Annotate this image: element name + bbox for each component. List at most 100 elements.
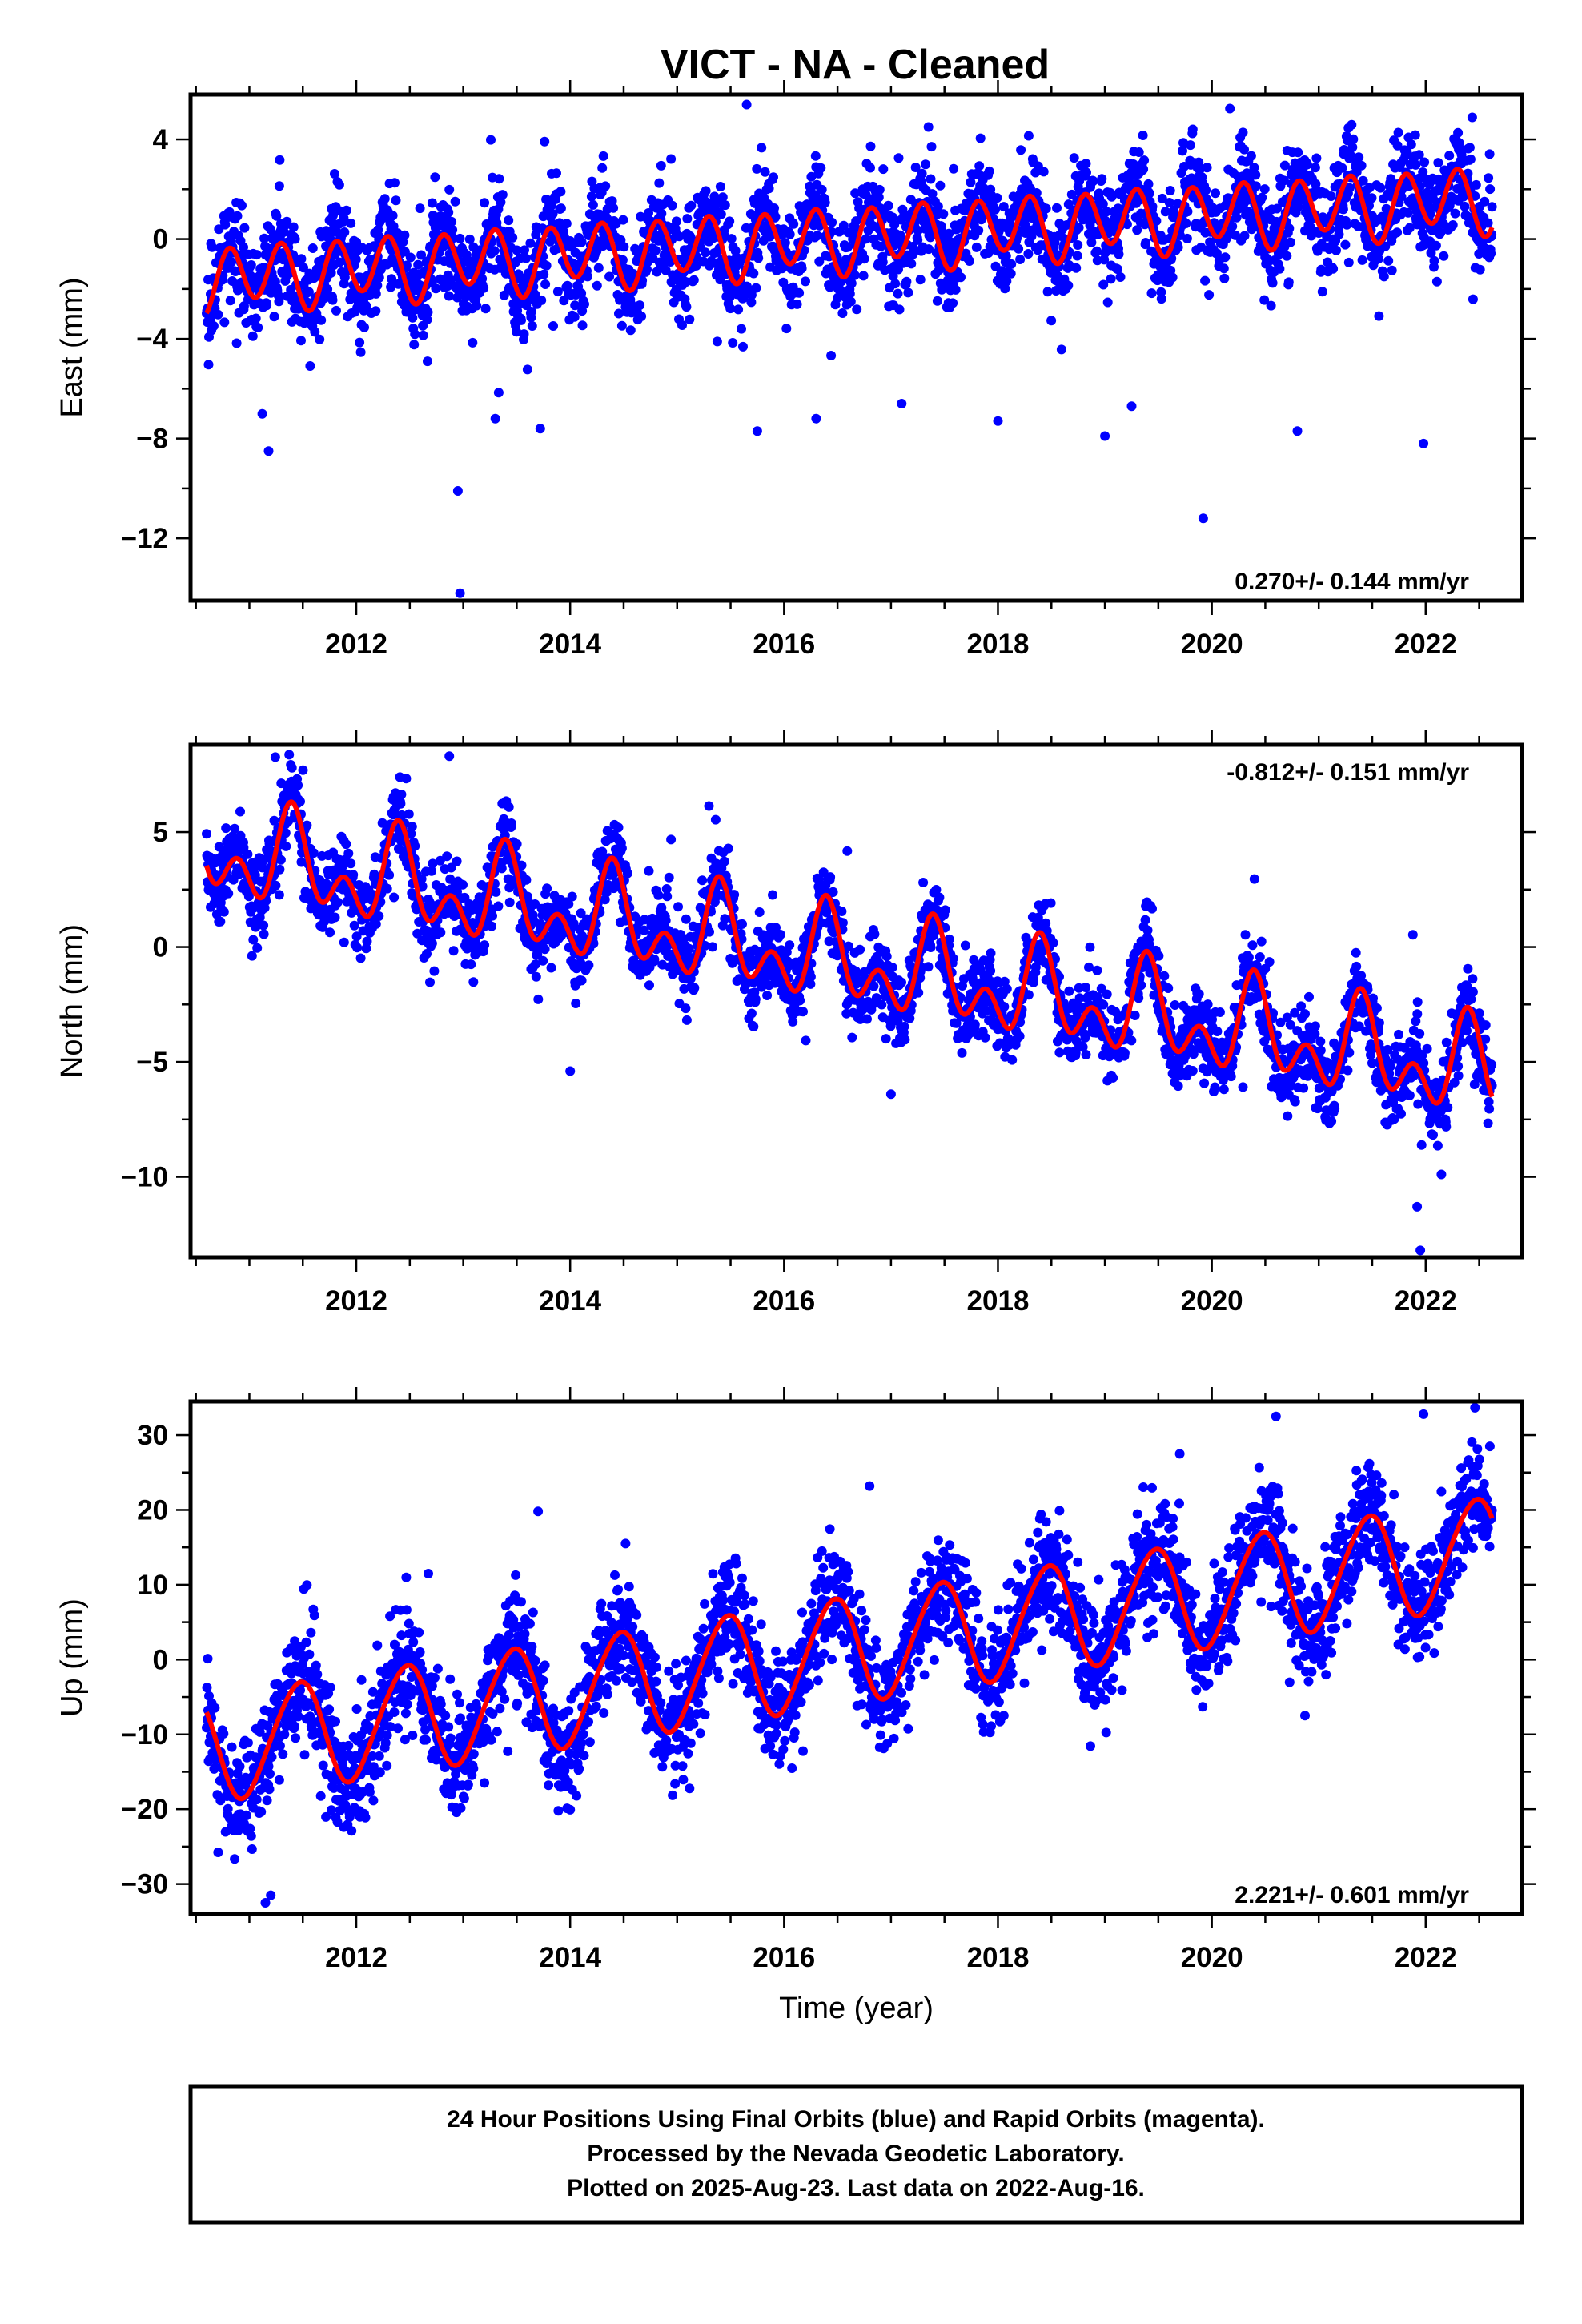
data-point — [374, 272, 384, 283]
data-point — [1331, 245, 1341, 255]
data-point — [672, 216, 681, 227]
data-point — [917, 168, 927, 179]
data-point — [837, 907, 847, 916]
data-point — [913, 987, 924, 998]
data-point — [1023, 249, 1034, 259]
data-point — [940, 905, 950, 915]
data-point — [504, 897, 515, 907]
data-point — [1246, 151, 1256, 161]
data-point — [750, 994, 761, 1004]
data-point — [436, 927, 446, 938]
data-point — [881, 1034, 891, 1044]
data-point — [407, 822, 417, 832]
data-point — [797, 263, 807, 274]
data-point — [1411, 159, 1421, 170]
x-tick-label: 2012 — [325, 629, 387, 660]
data-point — [1338, 204, 1348, 215]
data-point — [270, 752, 280, 762]
data-point — [923, 962, 934, 972]
data-point — [251, 250, 262, 260]
data-point — [326, 267, 336, 278]
data-point — [1046, 316, 1057, 326]
data-point — [903, 287, 913, 298]
data-point — [362, 936, 372, 947]
data-point — [384, 870, 395, 880]
data-point — [701, 247, 711, 258]
data-point — [339, 213, 349, 223]
data-point — [396, 798, 406, 809]
data-point — [416, 250, 427, 260]
data-point — [685, 314, 695, 324]
data-point — [506, 818, 516, 828]
data-point — [681, 1003, 691, 1014]
data-point — [878, 164, 889, 175]
data-point — [243, 849, 253, 859]
data-point — [789, 219, 799, 229]
data-point — [1354, 152, 1364, 163]
data-point — [413, 259, 424, 270]
data-point — [425, 977, 435, 987]
data-point — [341, 839, 351, 850]
data-point — [1219, 263, 1229, 274]
data-point — [408, 312, 418, 323]
data-point — [274, 890, 284, 900]
data-point — [733, 304, 744, 315]
data-point — [622, 868, 632, 879]
data-point — [650, 245, 661, 255]
data-point — [562, 280, 572, 291]
data-point — [926, 142, 937, 152]
data-point — [1202, 163, 1212, 173]
data-point — [710, 814, 721, 825]
data-point — [1431, 240, 1441, 251]
data-point — [949, 163, 959, 174]
data-point — [221, 823, 231, 834]
data-point — [427, 939, 437, 948]
data-point — [330, 169, 339, 179]
data-point — [404, 809, 414, 819]
data-point — [567, 891, 577, 902]
data-point — [893, 288, 903, 299]
data-point — [444, 291, 454, 301]
data-point — [1486, 248, 1496, 259]
data-point — [666, 834, 677, 845]
data-point — [307, 243, 318, 253]
data-point — [577, 320, 588, 331]
data-point — [227, 257, 237, 267]
data-point — [935, 180, 946, 191]
data-point — [926, 943, 936, 952]
data-point — [355, 347, 366, 357]
data-point — [331, 305, 341, 316]
data-point — [1156, 294, 1166, 304]
data-point — [284, 750, 295, 760]
data-point — [504, 215, 514, 226]
data-point — [974, 161, 985, 171]
data-point — [654, 178, 665, 188]
data-point — [1211, 188, 1220, 199]
data-point — [1431, 276, 1442, 287]
data-point — [1284, 223, 1295, 234]
data-point — [496, 863, 507, 874]
data-point — [480, 198, 490, 208]
data-point — [410, 329, 420, 340]
data-point — [862, 1014, 872, 1024]
data-point — [1283, 277, 1294, 287]
data-point — [305, 361, 315, 371]
data-point — [681, 1015, 692, 1025]
data-point — [915, 275, 926, 285]
data-point — [1410, 130, 1420, 140]
data-point — [760, 167, 770, 177]
data-point — [348, 870, 359, 880]
x-tick-label: 2014 — [539, 629, 601, 660]
data-point — [1347, 119, 1357, 130]
data-point — [247, 331, 258, 341]
data-point — [1106, 274, 1116, 284]
data-point — [359, 322, 369, 332]
data-point — [247, 951, 257, 961]
data-point — [346, 858, 356, 869]
data-point — [561, 219, 572, 229]
data-point — [584, 960, 594, 971]
data-point — [525, 238, 536, 248]
data-point — [299, 263, 308, 273]
data-point — [1201, 185, 1211, 195]
